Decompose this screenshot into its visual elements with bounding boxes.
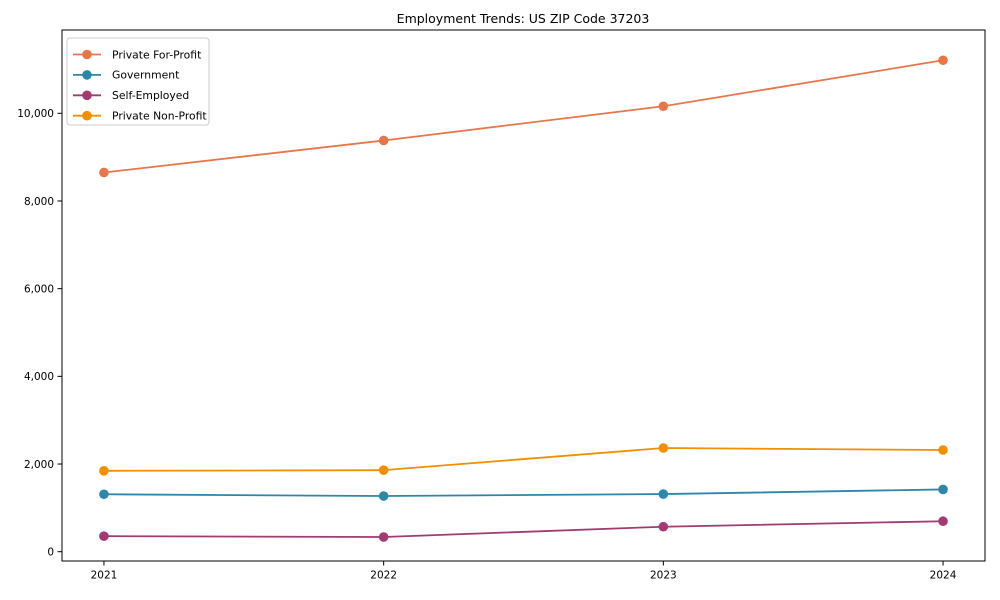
data-point-private-for-profit <box>938 55 948 66</box>
data-point-government <box>938 484 948 495</box>
data-point-private-non-profit <box>658 443 669 453</box>
y-axis-tick-label: 4,000 <box>24 371 54 383</box>
data-point-government <box>99 489 109 500</box>
series-line-government <box>103 488 944 497</box>
x-axis-tick-label: 2024 <box>930 570 957 582</box>
data-point-private-for-profit <box>378 135 389 146</box>
y-axis-tick-label: 8,000 <box>24 196 54 208</box>
legend: Private For-Profit Government Self-Employe… <box>66 37 210 126</box>
data-point-private-non-profit <box>378 465 389 475</box>
legend-item-government: Government <box>73 69 179 82</box>
legend-item-private-non-profit: Private Non-Profit <box>73 110 207 123</box>
legend-label: Private Non-Profit <box>112 110 207 123</box>
legend-marker-icon <box>82 49 92 60</box>
legend-marker-icon <box>82 70 92 80</box>
legend-marker-icon <box>82 110 92 121</box>
data-point-government <box>658 489 669 499</box>
legend-label: Private For-Profit <box>112 48 201 61</box>
x-axis-tick-label: 2022 <box>370 570 397 582</box>
legend-item-self-employed: Self-Employed <box>73 89 189 102</box>
data-point-private-for-profit <box>658 101 669 112</box>
legend-item-private-for-profit: Private For-Profit <box>73 48 201 61</box>
data-point-private-for-profit <box>99 167 109 178</box>
plot-area: 0 2,000 4,000 6,000 8,000 10,000 2021 2022 2023 2… <box>17 29 986 582</box>
y-axis-tick-label: 10,000 <box>17 108 54 120</box>
y-axis-tick-label: 2,000 <box>24 459 54 471</box>
x-axis-tick-label: 2023 <box>650 570 677 582</box>
series-line-private-for-profit <box>103 59 944 174</box>
series-line-self-employed <box>103 520 944 538</box>
legend-label: Self-Employed <box>112 89 189 102</box>
legend-label: Government <box>112 69 179 82</box>
legend-marker-icon <box>82 90 92 101</box>
data-point-private-non-profit <box>938 445 948 455</box>
data-point-self-employed <box>938 516 948 527</box>
data-point-private-non-profit <box>99 466 109 476</box>
chart-title: Employment Trends: US ZIP Code 37203 <box>397 11 650 26</box>
data-point-self-employed <box>99 531 109 541</box>
y-axis-tick-label: 6,000 <box>24 283 54 295</box>
data-point-self-employed <box>378 532 389 542</box>
x-axis-tick-label: 2021 <box>91 570 118 582</box>
data-point-self-employed <box>658 521 669 532</box>
data-point-government <box>378 491 389 501</box>
plot-border <box>61 29 986 562</box>
legend-box <box>66 37 210 126</box>
series-line-private-non-profit <box>103 447 944 472</box>
y-axis-tick-label: 0 <box>47 547 54 559</box>
